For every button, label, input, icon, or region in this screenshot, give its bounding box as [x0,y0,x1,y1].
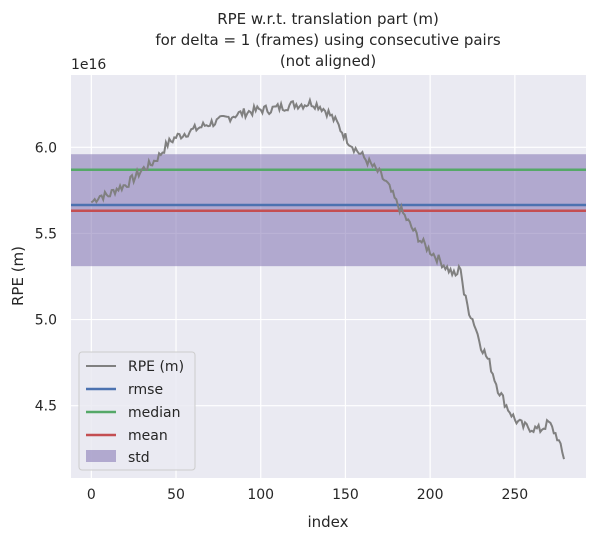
y-axis-label: RPE (m) [9,246,27,306]
y-tick-label: 4.5 [35,399,57,415]
y-tick-labels: 4.5 5.0 5.5 6.0 [35,140,57,414]
x-tick-label: 100 [247,487,274,503]
x-tick-label: 250 [501,487,528,503]
legend-label-median: median [128,405,180,421]
legend-label-std: std [128,450,150,466]
chart-title-line-3: (not aligned) [280,52,376,70]
legend-label-mean: mean [128,428,168,444]
x-tick-labels: 0 50 100 150 200 250 [87,487,528,503]
legend: RPE (m) rmse median mean std [78,351,196,471]
chart-title-line-1: RPE w.r.t. translation part (m) [217,10,439,28]
x-tick-label: 0 [87,487,96,503]
x-tick-label: 150 [332,487,359,503]
y-tick-label: 6.0 [35,140,57,156]
y-offset-label: 1e16 [71,57,106,73]
legend-label-rpe: RPE (m) [128,359,184,375]
x-axis-label: index [307,513,348,531]
legend-swatch-std [86,450,116,462]
legend-box [78,351,196,471]
y-tick-label: 5.0 [35,313,57,329]
rpe-series-line [90,96,565,460]
y-tick-label: 5.5 [35,226,57,242]
x-tick-label: 200 [417,487,444,503]
chart-title-line-2: for delta = 1 (frames) using consecutive… [155,31,501,49]
x-tick-label: 50 [167,487,185,503]
legend-label-rmse: rmse [128,382,163,398]
